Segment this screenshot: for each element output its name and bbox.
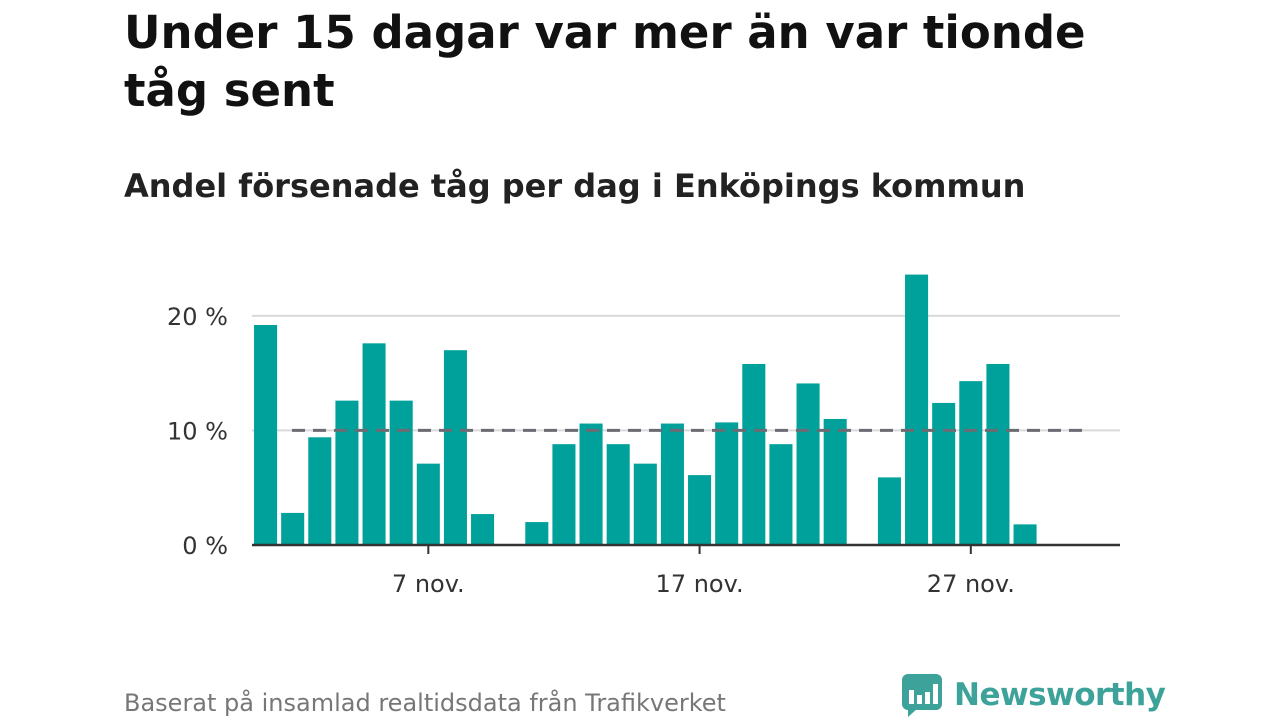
bar	[281, 512, 305, 545]
source-note: Baserat på insamlad realtidsdata från Tr…	[124, 689, 726, 717]
bar	[1013, 524, 1037, 545]
brand-logo[interactable]: Newsworthy	[900, 672, 1166, 718]
bar	[416, 463, 440, 545]
bars	[254, 274, 1037, 545]
bar	[362, 343, 386, 545]
chart-title: Under 15 dagar var mer än var tionde tåg…	[124, 6, 1086, 117]
bar	[254, 325, 278, 545]
bar	[986, 363, 1010, 545]
bar	[715, 422, 739, 545]
brand-name: Newsworthy	[954, 677, 1166, 713]
bar	[335, 400, 359, 545]
bar	[742, 363, 766, 545]
bar	[660, 423, 684, 545]
bar	[959, 381, 983, 545]
chart-subtitle: Andel försenade tåg per dag i Enköpings …	[124, 167, 1026, 205]
bar	[796, 383, 820, 545]
y-tick-label: 10 %	[167, 417, 228, 445]
bar	[877, 477, 901, 545]
x-tick-label: 27 nov.	[927, 570, 1015, 598]
bar	[932, 402, 956, 545]
bar	[443, 350, 467, 545]
y-tick-label: 0 %	[182, 532, 228, 560]
y-tick-label: 20 %	[167, 303, 228, 331]
bar	[308, 437, 332, 545]
bar-chart: 0 % 10 % 20 % 7 nov. 17 nov. 27 nov.	[167, 274, 1120, 598]
bar	[579, 423, 603, 545]
y-axis-ticks: 0 % 10 % 20 %	[167, 303, 228, 560]
bar	[823, 418, 847, 545]
bar	[769, 444, 793, 545]
bar	[389, 400, 413, 545]
bar	[688, 475, 712, 545]
bar	[552, 444, 576, 545]
bar	[525, 522, 549, 545]
bar	[905, 274, 929, 545]
x-tick-label: 17 nov.	[656, 570, 744, 598]
newsworthy-logo-icon	[902, 674, 942, 717]
x-tick-label: 7 nov.	[392, 570, 465, 598]
bar	[471, 514, 495, 545]
bar	[606, 444, 630, 545]
x-axis-ticks: 7 nov. 17 nov. 27 nov.	[392, 545, 1015, 598]
bar	[633, 463, 657, 545]
